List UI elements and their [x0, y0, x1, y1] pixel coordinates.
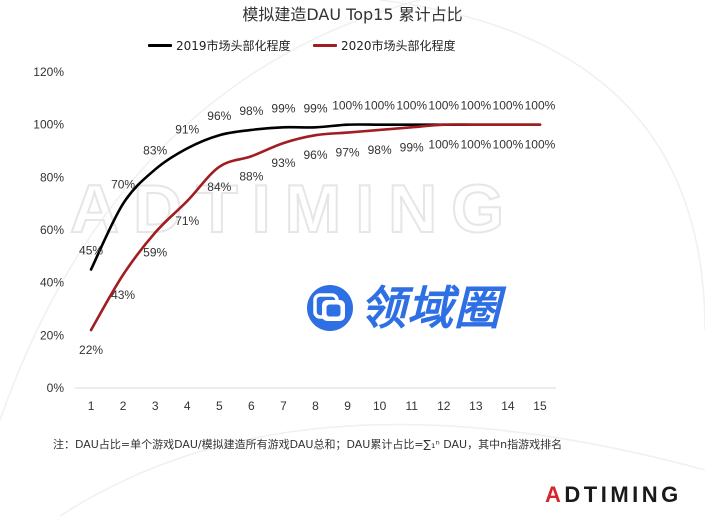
- data-label-series-2-13: 100%: [460, 138, 491, 152]
- series-line-2: [89, 123, 542, 332]
- data-label-series-1-15: 100%: [525, 99, 556, 113]
- y-tick-label-120: 120%: [33, 65, 64, 79]
- x-tick-label-12: 12: [437, 399, 451, 413]
- x-tick-label-1: 1: [88, 399, 95, 413]
- data-label-series-2-8: 96%: [303, 148, 327, 162]
- chart-title: 模拟建造DAU Top15 累计占比: [242, 5, 463, 24]
- data-labels: 45%70%83%91%96% 98% 99% 99% 100% 100% 100% 100%…: [79, 99, 556, 357]
- x-tick-label-8: 8: [312, 399, 319, 413]
- data-label-series-2-3: 59%: [143, 246, 167, 260]
- y-axis-tick-labels: 0% 20% 40% 60% 80% 100% 120%: [33, 65, 64, 395]
- adtiming-logo: ADTIMING: [545, 482, 682, 508]
- data-label-series-1-12: 100%: [428, 99, 459, 113]
- legend-item-series-2: 2020市场头部化程度: [313, 37, 456, 53]
- data-label-series-1-13: 100%: [460, 99, 491, 113]
- data-label-series-2-15: 100%: [525, 138, 556, 152]
- x-tick-label-10: 10: [373, 399, 387, 413]
- data-label-series-1-3: 83%: [143, 143, 167, 157]
- data-label-series-2-10: 98%: [368, 143, 392, 157]
- data-label-series-1-4: 91%: [175, 122, 199, 136]
- y-tick-label-60: 60%: [40, 223, 64, 237]
- y-tick-label-100: 100%: [33, 118, 64, 132]
- legend-swatch-series-2: [313, 43, 337, 47]
- x-axis-tick-labels: 1 2 3 4 5 6 7 8 9 10 11 12 13 14 15: [88, 399, 547, 413]
- y-tick-label-0: 0%: [47, 381, 65, 395]
- data-label-series-1-10: 100%: [364, 99, 395, 113]
- x-tick-label-5: 5: [216, 399, 223, 413]
- adtiming-logo-text: ADTIMING: [545, 482, 682, 507]
- legend-label-series-1: 2019市场头部化程度: [176, 38, 291, 53]
- data-label-series-1-7: 99%: [271, 101, 295, 115]
- y-tick-label-40: 40%: [40, 276, 64, 290]
- data-label-series-2-4: 71%: [175, 214, 199, 228]
- data-label-series-1-14: 100%: [493, 99, 524, 113]
- footnote: 注：DAU占比=单个游戏DAU/模拟建造所有游戏DAU总和；DAU累计占比=∑₁…: [53, 438, 563, 451]
- data-label-series-2-11: 99%: [400, 140, 424, 154]
- x-tick-label-2: 2: [120, 399, 127, 413]
- data-label-series-1-1: 45%: [79, 244, 103, 258]
- data-label-series-2-9: 97%: [336, 146, 360, 160]
- y-tick-label-20: 20%: [40, 328, 64, 342]
- data-label-series-2-5: 84%: [207, 180, 231, 194]
- x-tick-label-11: 11: [405, 399, 418, 413]
- data-label-series-2-12: 100%: [428, 138, 459, 152]
- data-label-series-1-6: 98%: [239, 104, 263, 118]
- x-tick-label-3: 3: [152, 399, 159, 413]
- decorative-curve: [59, 423, 705, 516]
- data-label-series-1-9: 100%: [332, 99, 363, 113]
- x-tick-label-13: 13: [469, 399, 483, 413]
- legend-label-series-2: 2020市场头部化程度: [341, 38, 456, 53]
- overlapping-squares-icon: [307, 285, 353, 331]
- data-label-series-2-6: 88%: [239, 169, 263, 183]
- data-label-series-2-7: 93%: [271, 156, 295, 170]
- data-label-series-1-11: 100%: [396, 99, 427, 113]
- x-tick-label-7: 7: [280, 399, 287, 413]
- legend-swatch-series-1: [148, 43, 172, 47]
- x-tick-label-6: 6: [248, 399, 255, 413]
- x-tick-label-4: 4: [184, 399, 191, 413]
- data-label-series-1-8: 99%: [303, 101, 327, 115]
- data-label-series-2-1: 22%: [79, 343, 103, 357]
- decorative-curve: [0, 0, 421, 421]
- lingyuquan-logo-text: 领域圈: [360, 281, 501, 335]
- data-label-series-1-2: 70%: [111, 178, 135, 192]
- y-tick-label-80: 80%: [40, 170, 64, 184]
- series-group: [89, 123, 542, 332]
- decorative-curve: [379, 0, 705, 331]
- lingyuquan-logo: 领域圈: [306, 284, 501, 332]
- data-label-series-2-14: 100%: [493, 138, 524, 152]
- x-tick-label-14: 14: [501, 399, 515, 413]
- data-label-series-2-2: 43%: [111, 288, 135, 302]
- x-tick-label-9: 9: [344, 399, 351, 413]
- x-tick-label-15: 15: [533, 399, 547, 413]
- legend-item-series-1: 2019市场头部化程度: [148, 37, 291, 53]
- data-label-series-1-5: 96%: [207, 109, 231, 123]
